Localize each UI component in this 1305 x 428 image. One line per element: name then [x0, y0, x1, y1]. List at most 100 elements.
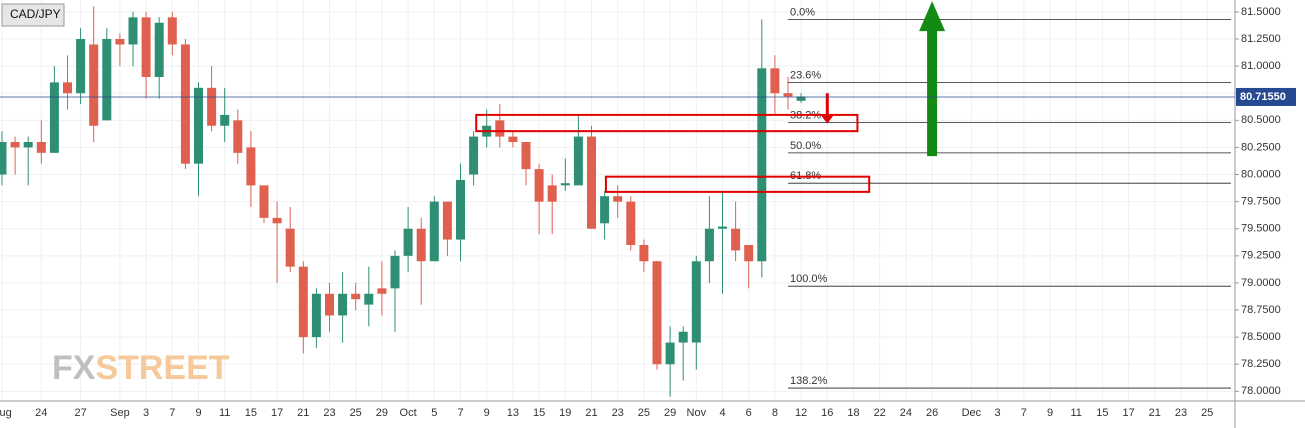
candle-body [102, 39, 112, 121]
candle-body [36, 142, 46, 153]
candle-body [573, 136, 583, 186]
x-tick-label: 8 [772, 407, 778, 419]
zone [604, 175, 871, 193]
y-tick-label: 80.2500 [1241, 141, 1281, 153]
candle-body [154, 22, 164, 77]
x-tick-label: 11 [219, 407, 230, 419]
x-tick-label: 21 [585, 407, 597, 419]
x-tick-label: Oct [400, 407, 417, 419]
candle-body [718, 226, 727, 229]
x-tick-label: Nov [687, 407, 707, 419]
candle-body [403, 228, 413, 256]
x-tick-label: 7 [457, 407, 463, 419]
candle-body [233, 120, 243, 153]
fib-label: 0.0% [790, 6, 815, 18]
y-tick-label: 79.5000 [1241, 223, 1281, 235]
x-tick-label: 15 [245, 407, 257, 419]
candle-body [298, 266, 308, 338]
candle-body [534, 169, 544, 202]
x-tick-label: 23 [323, 407, 335, 419]
candle-body [469, 136, 479, 175]
candle-body [613, 196, 623, 202]
x-tick-label: 5 [431, 407, 437, 419]
price-label: 80.71550 [1240, 91, 1286, 103]
candle-body [691, 261, 701, 343]
x-tick-label: 9 [484, 407, 490, 419]
candle-body [429, 201, 439, 262]
candle-body [744, 244, 754, 262]
fib-label: 138.2% [790, 375, 828, 387]
candle-body [600, 196, 610, 224]
y-tick-label: 79.0000 [1241, 277, 1281, 289]
x-tick-label: 22 [874, 407, 886, 419]
x-tick-label: 19 [559, 407, 571, 419]
candle-body [325, 293, 334, 316]
x-tick-label: 21 [297, 407, 309, 419]
candle-body [220, 114, 230, 126]
candle-body [377, 288, 387, 294]
candle-body [180, 44, 190, 164]
candle-body [194, 87, 203, 164]
x-tick-label: 25 [350, 407, 362, 419]
candle-body [272, 217, 282, 224]
arrow [919, 1, 946, 157]
fib-label: 50.0% [790, 140, 821, 152]
x-tick-label: 15 [533, 407, 545, 419]
candle-body [338, 293, 348, 316]
candle-body [76, 39, 86, 94]
candle-body [23, 142, 33, 148]
x-tick-label: 9 [195, 407, 201, 419]
x-tick-label: 3 [995, 407, 1001, 419]
candle-body [351, 293, 361, 300]
candle-body [508, 136, 518, 143]
x-tick-label: 27 [74, 407, 86, 419]
x-tick-label: 15 [1096, 407, 1108, 419]
candle-body [416, 228, 426, 262]
y-tick-label: 81.5000 [1241, 6, 1281, 18]
candle-body [89, 44, 99, 126]
candle-body [796, 96, 806, 101]
title-box [1, 3, 65, 27]
candle-body [10, 142, 20, 148]
y-tick-label: 78.2500 [1241, 358, 1281, 370]
candle-body [731, 228, 741, 251]
x-tick-label: 25 [638, 407, 650, 419]
x-tick-label: Sep [110, 407, 130, 419]
arrow [821, 93, 834, 124]
candle-body [678, 331, 688, 343]
candle-body [128, 17, 138, 45]
candle-body [652, 261, 662, 365]
watermark: FXSTREET [52, 349, 230, 387]
x-tick-label: 7 [1021, 407, 1027, 419]
x-tick-label: Dec [962, 407, 982, 419]
candle-body [141, 17, 151, 77]
x-tick-label: 6 [746, 407, 752, 419]
x-tick-label: 21 [1149, 407, 1161, 419]
x-tick-label: 29 [664, 407, 676, 419]
candle-body [547, 185, 557, 202]
x-tick-label: 25 [1201, 407, 1213, 419]
x-tick-label: 24 [900, 407, 912, 419]
x-tick-label: 23 [612, 407, 624, 419]
x-tick-label: 4 [719, 407, 725, 419]
y-tick-label: 81.2500 [1241, 33, 1281, 45]
chart-title: CAD/JPY [10, 7, 61, 21]
x-tick-label: 29 [376, 407, 388, 419]
candle-body [390, 255, 400, 289]
candle-body [115, 39, 125, 45]
fib-label: 100.0% [790, 273, 828, 285]
candle-body [495, 120, 505, 137]
candle-body [626, 201, 636, 245]
candle-body [560, 183, 570, 186]
candle-body [207, 87, 217, 126]
price-tag [1236, 87, 1296, 106]
x-tick-label: 9 [1047, 407, 1053, 419]
candle-body [704, 228, 714, 262]
x-tick-label: 13 [507, 407, 519, 419]
candle-body [49, 82, 59, 153]
x-tick-label: 3 [143, 407, 149, 419]
x-tick-label: 16 [821, 407, 833, 419]
x-tick-label: 17 [1122, 407, 1134, 419]
x-tick-label: 26 [926, 407, 938, 419]
